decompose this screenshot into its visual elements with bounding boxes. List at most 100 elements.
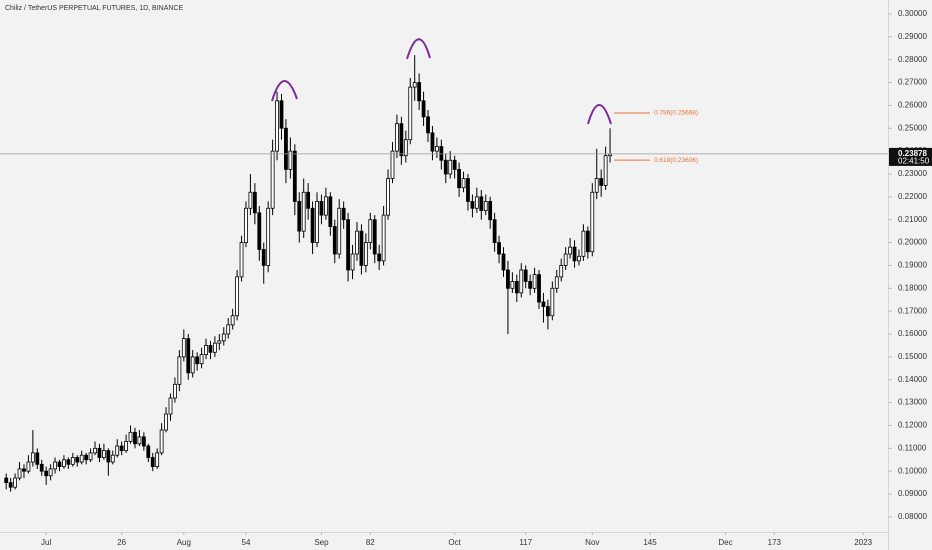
- candle-body: [332, 226, 337, 255]
- candle-body: [372, 219, 377, 255]
- candle-body: [279, 100, 284, 129]
- y-tick-label: 0.10000: [898, 466, 927, 475]
- candle-body: [337, 207, 342, 255]
- candle-body: [541, 301, 546, 307]
- candle-body: [590, 191, 595, 253]
- candle-body: [528, 281, 533, 289]
- candle-body: [537, 274, 541, 303]
- candle-body: [483, 201, 488, 211]
- plot: 0.08000 0.09000 0.10000 0.11000 0.12000 0.130…: [0, 9, 932, 547]
- candle-body: [8, 482, 13, 488]
- y-tick-label: 0.29000: [898, 32, 927, 41]
- candle-body: [497, 242, 501, 255]
- x-tick-label: Aug: [177, 538, 191, 547]
- candle-body: [501, 253, 506, 271]
- candle-body: [137, 436, 142, 445]
- y-tick-label: 0.15000: [898, 352, 927, 361]
- candle-body: [4, 477, 9, 484]
- candle-body: [506, 269, 510, 289]
- x-tick-label: Sep: [314, 538, 329, 547]
- candle-body: [559, 265, 564, 278]
- candle-body: [181, 338, 186, 358]
- candle-body: [57, 461, 62, 468]
- candle-body: [306, 191, 311, 209]
- candle-body: [479, 196, 484, 211]
- x-tick-label: Oct: [448, 538, 461, 547]
- candle-body: [461, 178, 466, 189]
- candle-body: [346, 219, 350, 271]
- x-tick-label: 54: [242, 538, 251, 547]
- candle-body: [492, 219, 497, 243]
- candle-body: [190, 356, 195, 374]
- candle-body: [452, 159, 457, 170]
- candle-body: [554, 276, 559, 289]
- candle-body: [395, 123, 399, 152]
- candle-body: [266, 207, 271, 266]
- candle-body: [208, 345, 213, 353]
- x-tick-label: 2023: [854, 538, 872, 547]
- candle-body: [244, 207, 248, 243]
- candle-body: [319, 201, 324, 216]
- candle-body: [403, 139, 408, 157]
- candle-body: [545, 306, 550, 317]
- candle-body: [421, 100, 426, 118]
- y-tick-label: 0.14000: [898, 375, 927, 384]
- candle-body: [310, 207, 315, 243]
- candle-body: [239, 242, 244, 278]
- candle-body: [417, 82, 422, 102]
- candle-body: [523, 269, 528, 282]
- candle-body: [355, 230, 359, 255]
- last-price-label: 0.23878: [898, 149, 927, 158]
- x-tick-label: Nov: [585, 538, 599, 547]
- fib-label: 0.618(0.23606): [654, 157, 698, 164]
- candle-body: [323, 196, 328, 216]
- candle-body: [284, 127, 288, 170]
- candle-body: [93, 447, 97, 454]
- candle-body: [288, 150, 293, 170]
- candle-body: [474, 196, 479, 209]
- candle-body: [457, 169, 461, 189]
- candle-body: [173, 383, 177, 399]
- candle-body: [568, 246, 572, 255]
- candle-body: [177, 356, 182, 385]
- candle-body: [381, 214, 386, 262]
- candle-body: [97, 447, 102, 458]
- y-tick-label: 0.21000: [898, 215, 927, 224]
- candle-body: [212, 342, 217, 353]
- candle-body: [341, 207, 346, 221]
- head-arc: [406, 38, 431, 60]
- candle-body: [439, 146, 444, 161]
- candle-body: [119, 445, 124, 452]
- candle-body: [519, 269, 524, 294]
- candle-body: [110, 454, 115, 463]
- y-tick-label: 0.19000: [898, 261, 927, 270]
- candle-body: [301, 191, 306, 232]
- candle-body: [585, 230, 590, 253]
- candle-body: [363, 242, 368, 266]
- candle-body: [128, 431, 133, 442]
- candle-body: [22, 468, 26, 472]
- candle-body: [48, 468, 53, 477]
- candle-body: [62, 459, 66, 468]
- candle-body: [226, 324, 231, 335]
- x-tick-label: Dec: [718, 538, 732, 547]
- candle-body: [359, 230, 364, 266]
- candle-body: [106, 450, 111, 463]
- candle-body: [386, 178, 390, 216]
- candle-body: [75, 457, 80, 463]
- left-shoulder-arc: [271, 80, 298, 102]
- candle-body: [514, 281, 519, 294]
- candle-body: [470, 201, 475, 209]
- candle-body: [572, 246, 577, 262]
- candle-body: [297, 201, 302, 232]
- candle-body: [30, 452, 35, 463]
- candle-body: [88, 452, 93, 461]
- candle-body: [230, 315, 235, 326]
- candle-body: [448, 159, 453, 175]
- y-tick-label: 0.28000: [898, 55, 927, 64]
- y-tick-label: 0.17000: [898, 306, 927, 315]
- y-tick-label: 0.16000: [898, 329, 927, 338]
- candle-body: [261, 249, 266, 266]
